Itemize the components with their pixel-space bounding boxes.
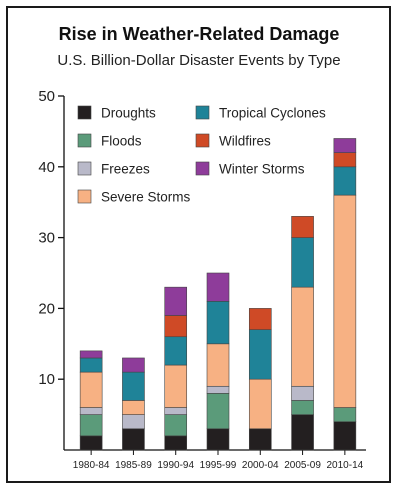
- legend-swatch-tropical-cyclones: [195, 105, 210, 120]
- bar-segment-severe-storms: [333, 194, 357, 408]
- bar-segment-floods: [164, 414, 188, 437]
- bar-segment-severe-storms: [122, 400, 145, 415]
- bar-segment-freezes: [291, 385, 314, 401]
- legend-swatch-wildfires: [195, 133, 210, 148]
- bar-segment-winter-storms: [122, 357, 145, 373]
- bar-segment-winter-storms: [79, 350, 103, 359]
- bar-segment-severe-storms: [164, 364, 188, 408]
- chart-subtitle: U.S. Billion-Dollar Disaster Events by T…: [57, 52, 341, 69]
- bar-segment-tropical-cyclones: [248, 329, 272, 380]
- x-tick-label: 1990-94: [157, 460, 194, 471]
- y-tick-label: 10: [38, 371, 55, 388]
- plot-area: 10 20 30 40 50 1980-84 1985-89 1990-94 1995-99 20…: [38, 88, 366, 471]
- legend-label-freezes: Freezes: [101, 162, 150, 177]
- x-tick-label: 2000-04: [242, 460, 279, 471]
- bar-segment-wildfires: [164, 315, 188, 338]
- bar-segment-tropical-cyclones: [291, 237, 314, 288]
- legend-label-wildfires: Wildfires: [219, 134, 271, 149]
- legend-label-floods: Floods: [101, 134, 142, 149]
- bar-segment-droughts: [291, 414, 314, 451]
- chart-frame: [6, 6, 391, 483]
- y-tick-label: 40: [38, 159, 55, 176]
- bar-segment-freezes: [206, 385, 230, 394]
- bar-segment-tropical-cyclones: [122, 371, 145, 401]
- bar-segment-droughts: [206, 428, 230, 451]
- bar-segment-floods: [79, 414, 103, 437]
- bar-segment-wildfires: [333, 152, 357, 168]
- bar-segment-tropical-cyclones: [333, 166, 357, 196]
- bar-segment-freezes: [164, 407, 188, 415]
- legend-label-severe-storms: Severe Storms: [101, 190, 191, 205]
- bar-segment-severe-storms: [79, 371, 103, 408]
- bar-segment-droughts: [122, 428, 145, 451]
- bar-segment-severe-storms: [291, 286, 314, 387]
- legend-swatch-freezes: [77, 161, 92, 176]
- y-tick-label: 20: [38, 300, 55, 317]
- legend-label-droughts: Droughts: [101, 106, 156, 121]
- bar-segment-winter-storms: [206, 272, 230, 302]
- y-tick-label: 30: [38, 230, 55, 247]
- bar-segment-severe-storms: [248, 378, 272, 430]
- bar-segment-floods: [333, 407, 357, 422]
- bar-segment-winter-storms: [333, 138, 357, 153]
- x-tick-label: 2005-09: [284, 460, 321, 471]
- bar-segment-tropical-cyclones: [164, 336, 188, 366]
- bar-segment-droughts: [164, 435, 188, 451]
- y-tick-label: 50: [38, 88, 55, 105]
- bar-segment-wildfires: [291, 216, 314, 238]
- legend-swatch-droughts: [77, 105, 92, 120]
- chart-title: Rise in Weather-Related Damage: [58, 24, 340, 44]
- legend-label-winter-storms: Winter Storms: [219, 162, 305, 177]
- bar-segment-tropical-cyclones: [206, 301, 230, 345]
- bar-segment-floods: [291, 400, 314, 415]
- bar-segment-droughts: [333, 421, 357, 451]
- bar-segment-freezes: [79, 407, 103, 415]
- legend-swatch-winter-storms: [195, 161, 210, 176]
- legend-label-tropical-cyclones: Tropical Cyclones: [219, 106, 326, 121]
- bar-segment-droughts: [79, 435, 103, 451]
- bar-segment-wildfires: [248, 308, 272, 330]
- bar-segment-severe-storms: [206, 343, 230, 387]
- bar-segment-droughts: [248, 428, 272, 451]
- x-tick-label: 1985-89: [115, 460, 152, 471]
- x-tick-label: 1995-99: [200, 460, 237, 471]
- legend-swatch-floods: [77, 133, 92, 148]
- legend: Droughts Floods Freezes Severe Storms Tropic…: [77, 105, 326, 205]
- legend-swatch-severe-storms: [77, 189, 92, 204]
- bar-segment-floods: [206, 393, 230, 430]
- bar-segment-freezes: [122, 414, 145, 430]
- x-tick-label: 2010-14: [327, 460, 364, 471]
- bars-group: [79, 138, 357, 451]
- bar-segment-tropical-cyclones: [79, 357, 103, 373]
- bar-segment-winter-storms: [164, 286, 188, 316]
- x-tick-label: 1980-84: [73, 460, 110, 471]
